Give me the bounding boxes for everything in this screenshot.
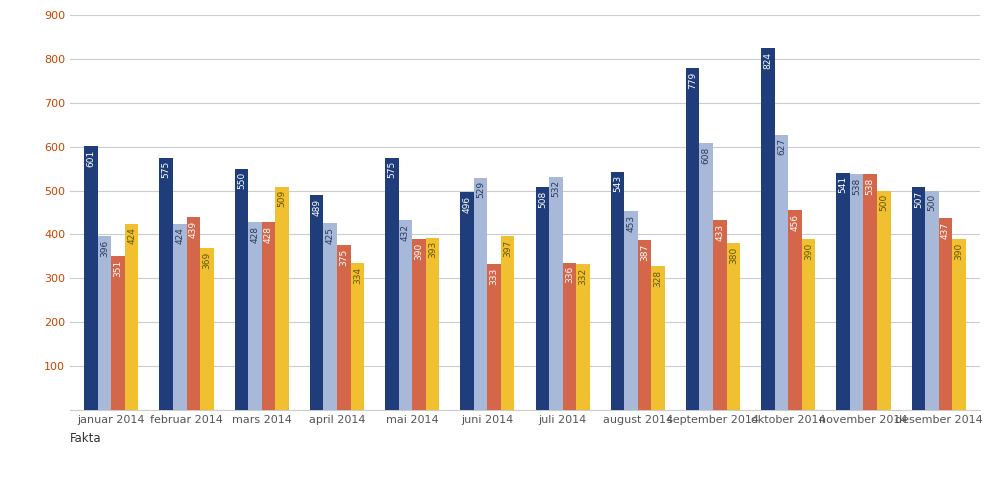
Bar: [474, 178, 487, 410]
Text: 439: 439: [189, 221, 198, 238]
Text: 550: 550: [237, 172, 246, 190]
Text: 333: 333: [490, 268, 499, 284]
Bar: [111, 256, 125, 410]
Text: 500: 500: [927, 194, 936, 212]
Text: 627: 627: [777, 138, 786, 156]
Bar: [563, 262, 576, 410]
Bar: [638, 240, 651, 410]
Bar: [788, 210, 802, 410]
Text: 397: 397: [503, 240, 512, 256]
Bar: [84, 146, 98, 410]
Bar: [576, 264, 590, 410]
Bar: [651, 266, 665, 410]
Bar: [877, 190, 891, 410]
Bar: [686, 68, 699, 410]
Bar: [536, 187, 549, 410]
Bar: [624, 211, 638, 410]
Text: 428: 428: [264, 226, 273, 242]
Text: 428: 428: [251, 226, 260, 242]
Text: 509: 509: [278, 190, 287, 208]
Bar: [925, 190, 939, 410]
Text: 538: 538: [852, 178, 861, 194]
Bar: [850, 174, 863, 410]
Text: 334: 334: [353, 267, 362, 284]
Text: Fakta: Fakta: [70, 432, 102, 446]
Bar: [310, 196, 323, 410]
Bar: [173, 224, 187, 410]
Bar: [385, 158, 399, 410]
Text: 437: 437: [941, 222, 950, 239]
Text: 496: 496: [463, 196, 472, 213]
Text: 393: 393: [428, 241, 437, 258]
Text: 336: 336: [565, 266, 574, 283]
Text: 779: 779: [688, 72, 697, 89]
Text: 375: 375: [339, 249, 348, 266]
Bar: [412, 239, 426, 410]
Text: 508: 508: [538, 190, 547, 208]
Bar: [248, 222, 262, 410]
Text: 456: 456: [790, 214, 799, 230]
Bar: [262, 222, 275, 410]
Text: 390: 390: [954, 242, 963, 260]
Text: 390: 390: [804, 242, 813, 260]
Bar: [836, 172, 850, 410]
Text: 507: 507: [914, 191, 923, 208]
Bar: [460, 192, 474, 410]
Text: 543: 543: [613, 175, 622, 192]
Bar: [159, 158, 173, 410]
Text: 601: 601: [87, 150, 96, 167]
Bar: [549, 176, 563, 410]
Text: 538: 538: [866, 178, 875, 194]
Text: 575: 575: [387, 161, 396, 178]
Bar: [611, 172, 624, 410]
Bar: [235, 168, 248, 410]
Bar: [939, 218, 952, 410]
Bar: [713, 220, 727, 410]
Bar: [775, 135, 788, 410]
Text: 608: 608: [702, 146, 711, 164]
Text: 424: 424: [175, 228, 184, 244]
Bar: [187, 218, 200, 410]
Text: 332: 332: [578, 268, 587, 285]
Text: 328: 328: [654, 270, 663, 286]
Bar: [323, 224, 337, 410]
Text: 529: 529: [476, 182, 485, 198]
Text: 387: 387: [640, 244, 649, 261]
Text: 390: 390: [414, 242, 423, 260]
Text: 433: 433: [715, 224, 724, 240]
Text: 575: 575: [162, 161, 171, 178]
Text: 351: 351: [114, 260, 123, 276]
Bar: [727, 243, 740, 410]
Bar: [399, 220, 412, 410]
Bar: [98, 236, 111, 410]
Bar: [699, 143, 713, 410]
Bar: [200, 248, 214, 410]
Bar: [351, 264, 364, 410]
Text: 541: 541: [839, 176, 848, 193]
Text: 489: 489: [312, 199, 321, 216]
Text: 424: 424: [127, 228, 136, 244]
Bar: [952, 239, 966, 410]
Bar: [912, 188, 925, 410]
Bar: [275, 186, 289, 410]
Text: 369: 369: [202, 252, 211, 269]
Text: 500: 500: [879, 194, 888, 212]
Bar: [863, 174, 877, 410]
Bar: [487, 264, 501, 410]
Text: 453: 453: [627, 214, 636, 232]
Bar: [761, 48, 775, 410]
Bar: [337, 246, 351, 410]
Bar: [125, 224, 138, 410]
Bar: [501, 236, 514, 410]
Bar: [802, 239, 815, 410]
Text: 380: 380: [729, 246, 738, 264]
Bar: [426, 238, 439, 410]
Text: 532: 532: [551, 180, 560, 197]
Text: 432: 432: [401, 224, 410, 241]
Text: 425: 425: [326, 227, 335, 244]
Text: 824: 824: [763, 52, 772, 69]
Text: 396: 396: [100, 240, 109, 257]
